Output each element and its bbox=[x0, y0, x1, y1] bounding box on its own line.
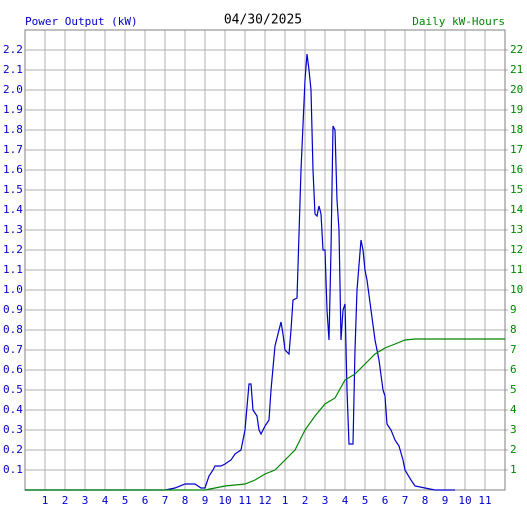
y-tick-label: 1.8 bbox=[3, 123, 23, 136]
y-tick-label: 1.1 bbox=[3, 263, 23, 276]
y-axis-label: Power Output (kW) bbox=[25, 15, 138, 28]
x-tick-label: 2 bbox=[302, 494, 309, 507]
x-tick-label: 7 bbox=[402, 494, 409, 507]
x-tick-label: 10 bbox=[218, 494, 231, 507]
series-line bbox=[25, 338, 505, 491]
plot-frame bbox=[24, 29, 506, 491]
y-tick-label: 0.9 bbox=[3, 303, 23, 316]
y-tick-label: 2.1 bbox=[3, 63, 23, 76]
y2-tick-label: 1 bbox=[510, 463, 517, 476]
y-tick-label: 0.6 bbox=[3, 363, 23, 376]
y2-tick-label: 21 bbox=[510, 63, 523, 76]
y-tick-label: 1.3 bbox=[3, 223, 23, 236]
x-tick-label: 1 bbox=[42, 494, 49, 507]
x-tick-label: 9 bbox=[202, 494, 209, 507]
x-tick-label: 1 bbox=[282, 494, 289, 507]
x-tick-label: 5 bbox=[362, 494, 369, 507]
x-tick-label: 4 bbox=[102, 494, 109, 507]
y2-tick-label: 19 bbox=[510, 103, 523, 116]
y2-tick-label: 18 bbox=[510, 123, 523, 136]
y-tick-label: 0.4 bbox=[3, 403, 23, 416]
x-tick-label: 2 bbox=[62, 494, 69, 507]
y2-tick-label: 12 bbox=[510, 243, 523, 256]
y-tick-label: 0.5 bbox=[3, 383, 23, 396]
y2-tick-label: 6 bbox=[510, 363, 517, 376]
y-tick-label: 0.1 bbox=[3, 463, 23, 476]
y-tick-label: 1.2 bbox=[3, 243, 23, 256]
y-tick-label: 0.7 bbox=[3, 343, 23, 356]
y-tick-label: 0.8 bbox=[3, 323, 23, 336]
y2-tick-label: 14 bbox=[510, 203, 524, 216]
series-line bbox=[25, 53, 455, 491]
y2-tick-label: 2 bbox=[510, 443, 517, 456]
y2-tick-label: 15 bbox=[510, 183, 523, 196]
x-tick-label: 4 bbox=[342, 494, 349, 507]
y2-axis-label: Daily kW-Hours bbox=[412, 15, 505, 28]
y2-tick-label: 5 bbox=[510, 383, 517, 396]
y2-tick-label: 20 bbox=[510, 83, 523, 96]
y2-tick-label: 9 bbox=[510, 303, 517, 316]
x-tick-label: 11 bbox=[238, 494, 251, 507]
x-tick-label: 6 bbox=[382, 494, 389, 507]
y2-tick-label: 7 bbox=[510, 343, 517, 356]
y2-tick-label: 10 bbox=[510, 283, 523, 296]
y-tick-label: 2.2 bbox=[3, 43, 23, 56]
x-tick-label: 3 bbox=[82, 494, 89, 507]
y2-tick-label: 16 bbox=[510, 163, 523, 176]
x-tick-label: 7 bbox=[162, 494, 169, 507]
y-tick-label: 1.9 bbox=[3, 103, 23, 116]
x-tick-label: 9 bbox=[442, 494, 449, 507]
y-tick-label: 0.2 bbox=[3, 443, 23, 456]
y2-tick-label: 3 bbox=[510, 423, 517, 436]
x-tick-label: 3 bbox=[322, 494, 329, 507]
chart-title: 04/30/2025 bbox=[224, 13, 302, 28]
x-tick-label: 11 bbox=[478, 494, 491, 507]
y2-tick-label: 8 bbox=[510, 323, 517, 336]
x-tick-label: 5 bbox=[122, 494, 129, 507]
y-tick-label: 0.3 bbox=[3, 423, 23, 436]
x-tick-label: 6 bbox=[142, 494, 149, 507]
x-tick-label: 12 bbox=[258, 494, 271, 507]
y2-tick-label: 17 bbox=[510, 143, 523, 156]
y-tick-label: 2.0 bbox=[3, 83, 23, 96]
y-tick-label: 1.4 bbox=[3, 203, 23, 216]
y-tick-label: 1.5 bbox=[3, 183, 23, 196]
y-tick-label: 1.6 bbox=[3, 163, 23, 176]
x-tick-label: 8 bbox=[182, 494, 189, 507]
y-tick-label: 1.7 bbox=[3, 143, 23, 156]
y2-tick-label: 22 bbox=[510, 43, 523, 56]
y2-tick-label: 11 bbox=[510, 263, 523, 276]
x-tick-label: 8 bbox=[422, 494, 429, 507]
x-tick-label: 10 bbox=[458, 494, 471, 507]
y-tick-label: 1.0 bbox=[3, 283, 23, 296]
y2-tick-label: 4 bbox=[510, 403, 517, 416]
y2-tick-label: 13 bbox=[510, 223, 523, 236]
